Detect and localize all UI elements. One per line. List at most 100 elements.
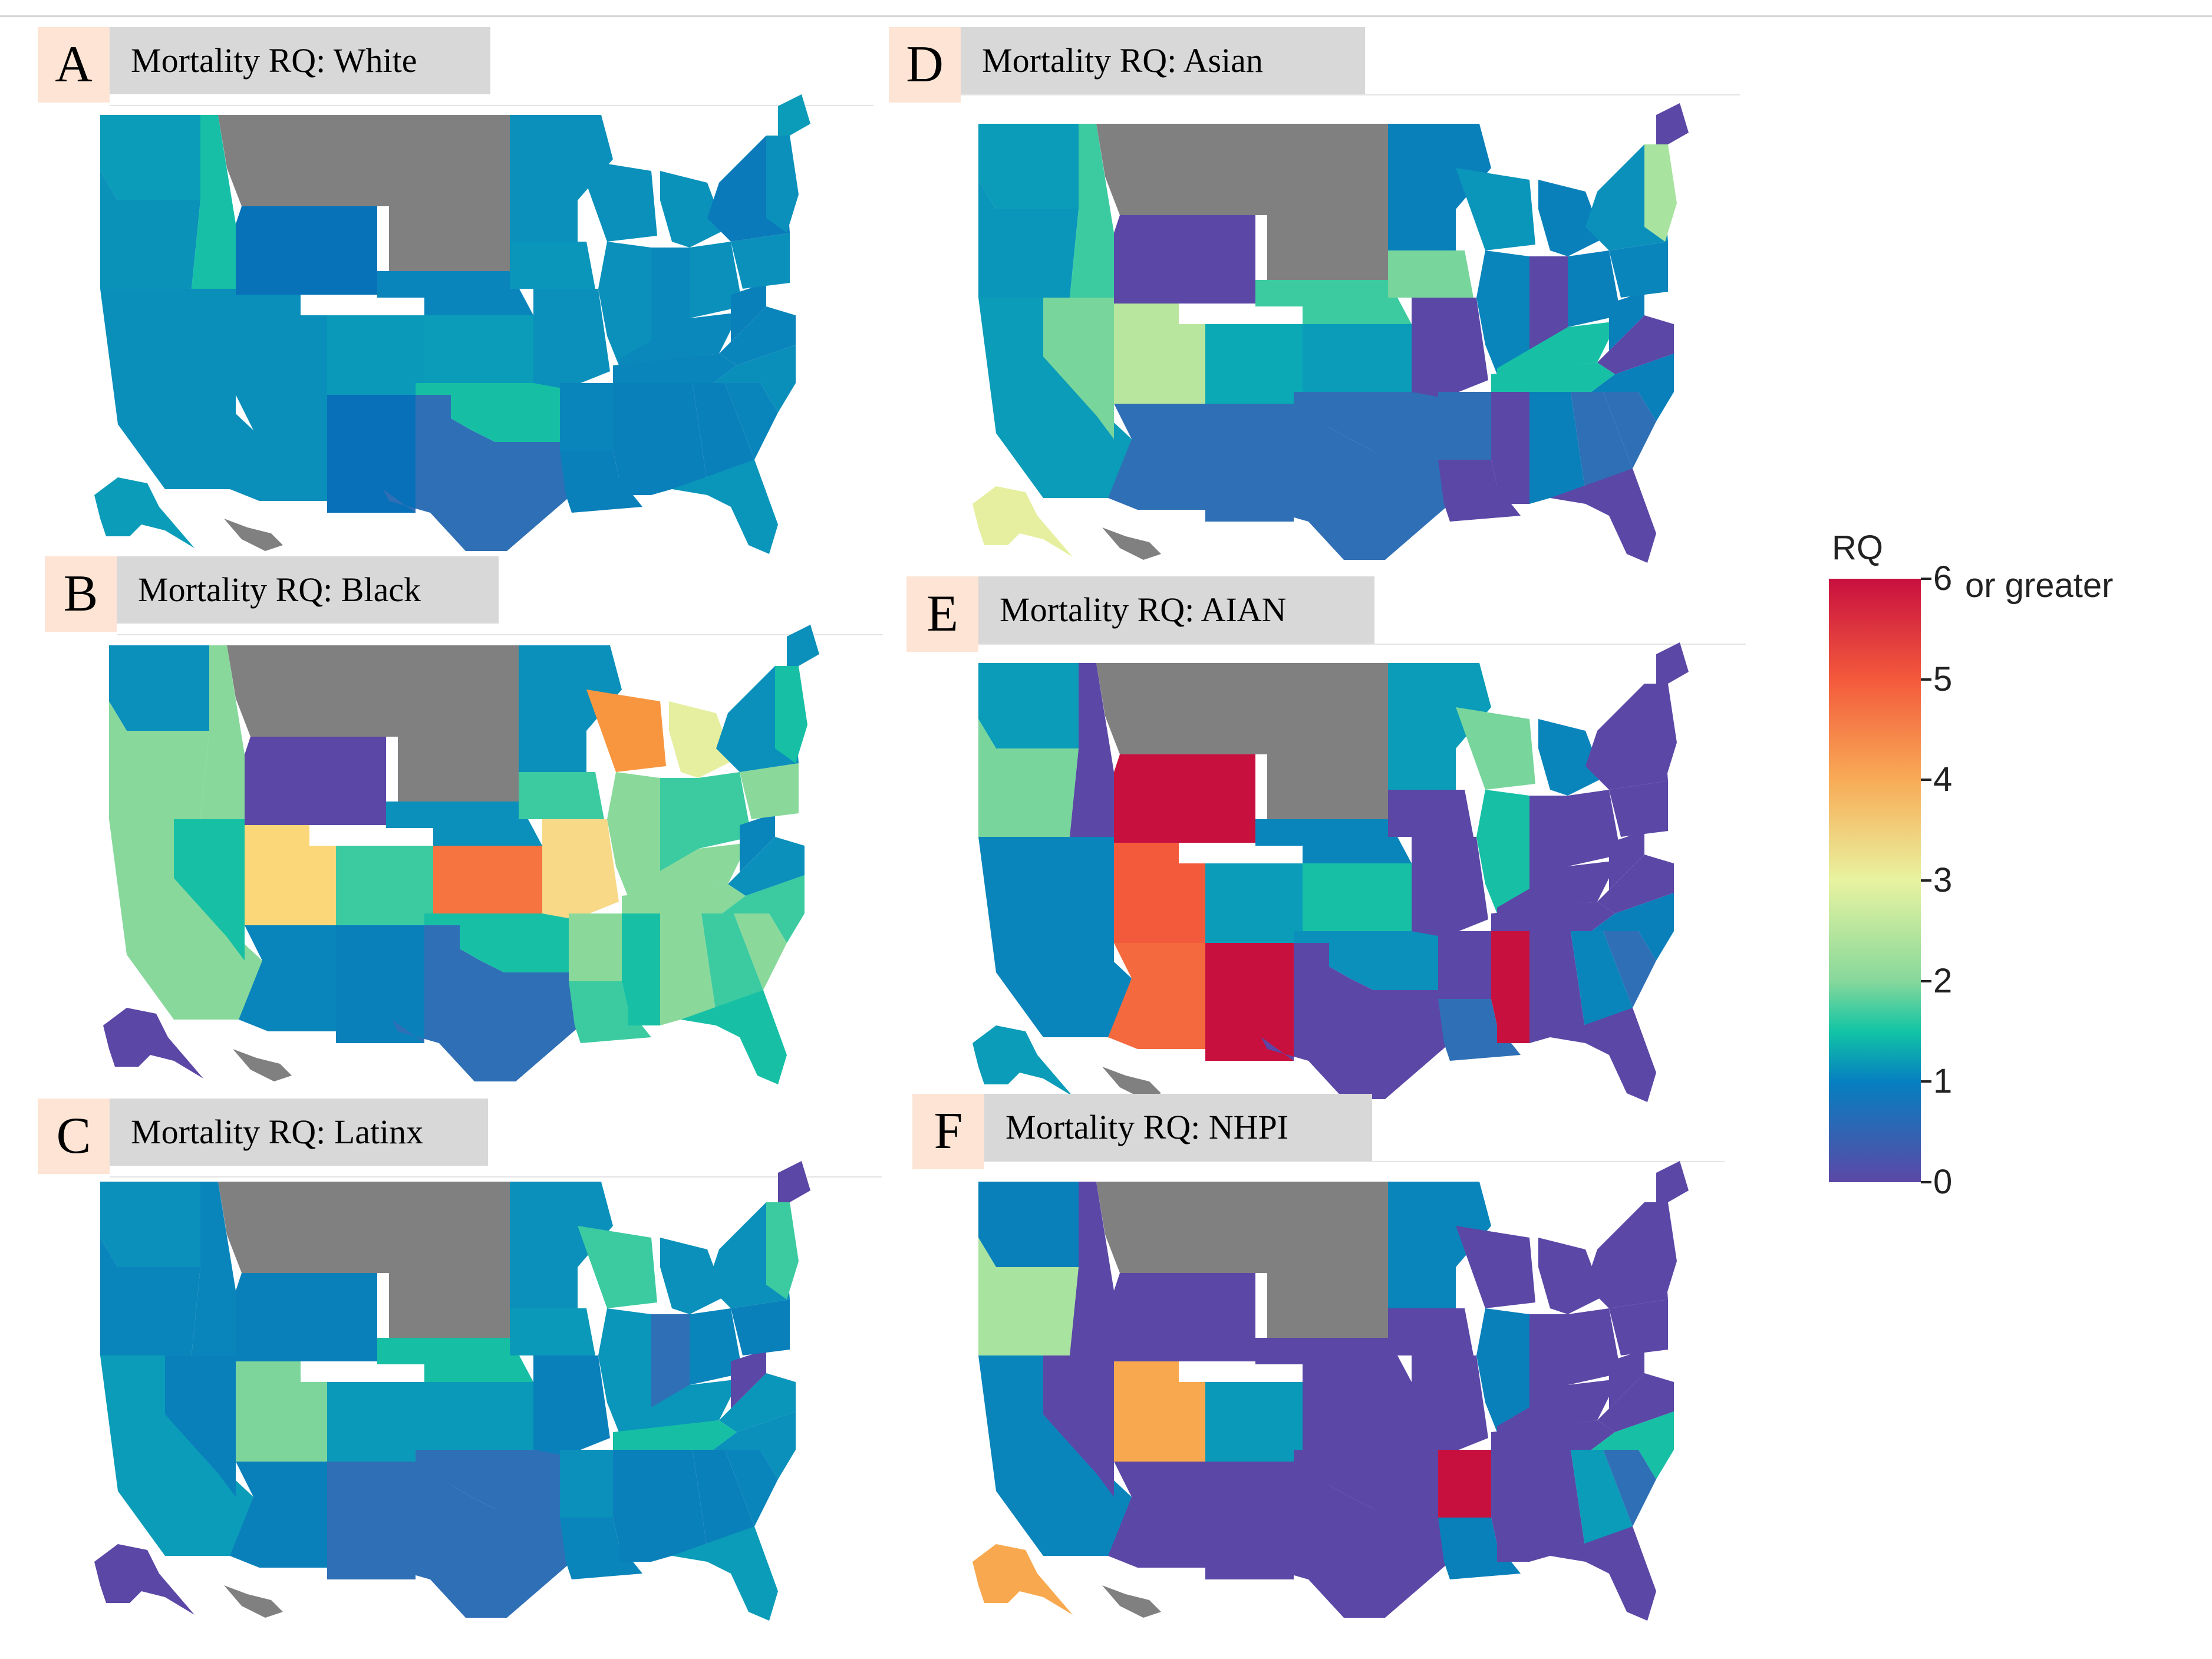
state-sd xyxy=(1267,737,1388,819)
state-ne xyxy=(1255,1338,1412,1382)
legend-tick-label: 6 xyxy=(1933,559,1953,598)
state-la xyxy=(1438,1518,1521,1579)
state-wa xyxy=(100,1182,200,1267)
state-oh xyxy=(1568,790,1621,866)
state-wv xyxy=(1609,831,1644,890)
us-map xyxy=(973,1161,1689,1621)
state-co xyxy=(1205,324,1303,404)
state-wa xyxy=(978,663,1079,748)
state-ok xyxy=(424,913,569,972)
state-wa xyxy=(978,124,1079,209)
state-fl xyxy=(1550,469,1656,563)
state-me xyxy=(1656,103,1689,144)
state-mt xyxy=(1096,663,1267,754)
state-az xyxy=(1108,943,1205,1049)
legend-tick-mark xyxy=(1921,1181,1931,1183)
state-sd xyxy=(398,719,519,802)
state-wi xyxy=(1456,1226,1535,1308)
state-sc xyxy=(734,913,787,990)
state-me xyxy=(778,1161,810,1202)
state-ga xyxy=(1571,1450,1633,1550)
state-ms xyxy=(1491,392,1529,504)
state-mo xyxy=(542,819,619,919)
state-ne-region xyxy=(1644,1202,1677,1300)
state-al xyxy=(1529,392,1585,504)
state-sc xyxy=(725,1450,778,1526)
state-il xyxy=(1476,250,1529,374)
legend-tick-mark xyxy=(1921,578,1931,580)
state-hi xyxy=(224,519,283,551)
state-la xyxy=(1438,460,1521,522)
panel-rule xyxy=(110,105,873,106)
state-il xyxy=(607,772,660,896)
state-mn xyxy=(1388,124,1491,250)
state-pa xyxy=(1609,242,1668,298)
state-mt xyxy=(1096,1182,1267,1273)
panel-title: Mortality RQ: NHPI xyxy=(984,1094,1372,1161)
state-ms xyxy=(622,913,660,1025)
state-ms xyxy=(1491,1450,1529,1562)
state-ia xyxy=(1388,1308,1473,1355)
panel-rule xyxy=(978,644,1746,645)
state-ak xyxy=(103,1008,203,1078)
state-fl xyxy=(681,990,787,1084)
state-wi xyxy=(586,690,666,772)
state-co xyxy=(327,1382,424,1462)
state-nc xyxy=(1591,1411,1674,1479)
state-fl xyxy=(672,1526,778,1621)
state-mo xyxy=(1412,298,1488,398)
state-ar xyxy=(569,913,622,981)
state-tx xyxy=(383,395,572,551)
state-mn xyxy=(510,115,613,242)
state-al xyxy=(651,383,707,495)
panel-letter: A xyxy=(38,27,110,103)
state-ne-region xyxy=(1644,144,1677,242)
state-me xyxy=(787,625,819,666)
state-al xyxy=(660,913,716,1025)
state-ok xyxy=(1294,1450,1438,1509)
state-ak xyxy=(94,1544,195,1615)
state-nv xyxy=(1043,1355,1114,1497)
state-mi xyxy=(669,701,734,778)
state-sd xyxy=(1267,197,1388,280)
state-nc xyxy=(713,1411,796,1479)
us-map xyxy=(973,642,1689,1102)
state-ne-region xyxy=(766,136,799,233)
state-ky xyxy=(1497,860,1618,913)
state-mo xyxy=(533,289,610,389)
panel-rule xyxy=(961,94,1740,95)
state-mn xyxy=(510,1182,613,1308)
state-mo xyxy=(1412,1355,1488,1456)
state-mn xyxy=(1388,663,1491,790)
state-id xyxy=(1070,1182,1114,1355)
state-or xyxy=(100,171,200,289)
state-mi xyxy=(1538,180,1603,256)
state-mi xyxy=(1538,1238,1603,1314)
state-ne-region xyxy=(775,666,807,763)
state-nm xyxy=(327,1462,416,1579)
state-wy xyxy=(236,1273,377,1361)
state-ia xyxy=(1388,250,1473,298)
state-nd xyxy=(1267,663,1388,737)
state-co xyxy=(1205,1382,1303,1462)
state-mi xyxy=(660,1238,725,1314)
state-ks xyxy=(424,315,533,383)
state-il xyxy=(1476,790,1529,913)
state-or xyxy=(978,1238,1079,1355)
state-mn xyxy=(519,645,622,772)
state-sc xyxy=(1603,931,1656,1008)
state-fl xyxy=(1550,1526,1656,1621)
state-nm xyxy=(1205,943,1294,1061)
state-ne xyxy=(386,802,542,846)
state-ar xyxy=(1438,392,1491,460)
top-rule xyxy=(0,15,2212,17)
state-mo xyxy=(533,1355,610,1456)
state-hi xyxy=(1102,1067,1161,1099)
state-ky xyxy=(628,843,749,896)
state-ak xyxy=(973,486,1073,557)
state-ne-region xyxy=(766,1202,799,1300)
state-or xyxy=(978,180,1079,298)
legend-tick-mark xyxy=(1921,879,1931,882)
state-tn xyxy=(613,1420,737,1450)
state-wv xyxy=(740,813,775,872)
